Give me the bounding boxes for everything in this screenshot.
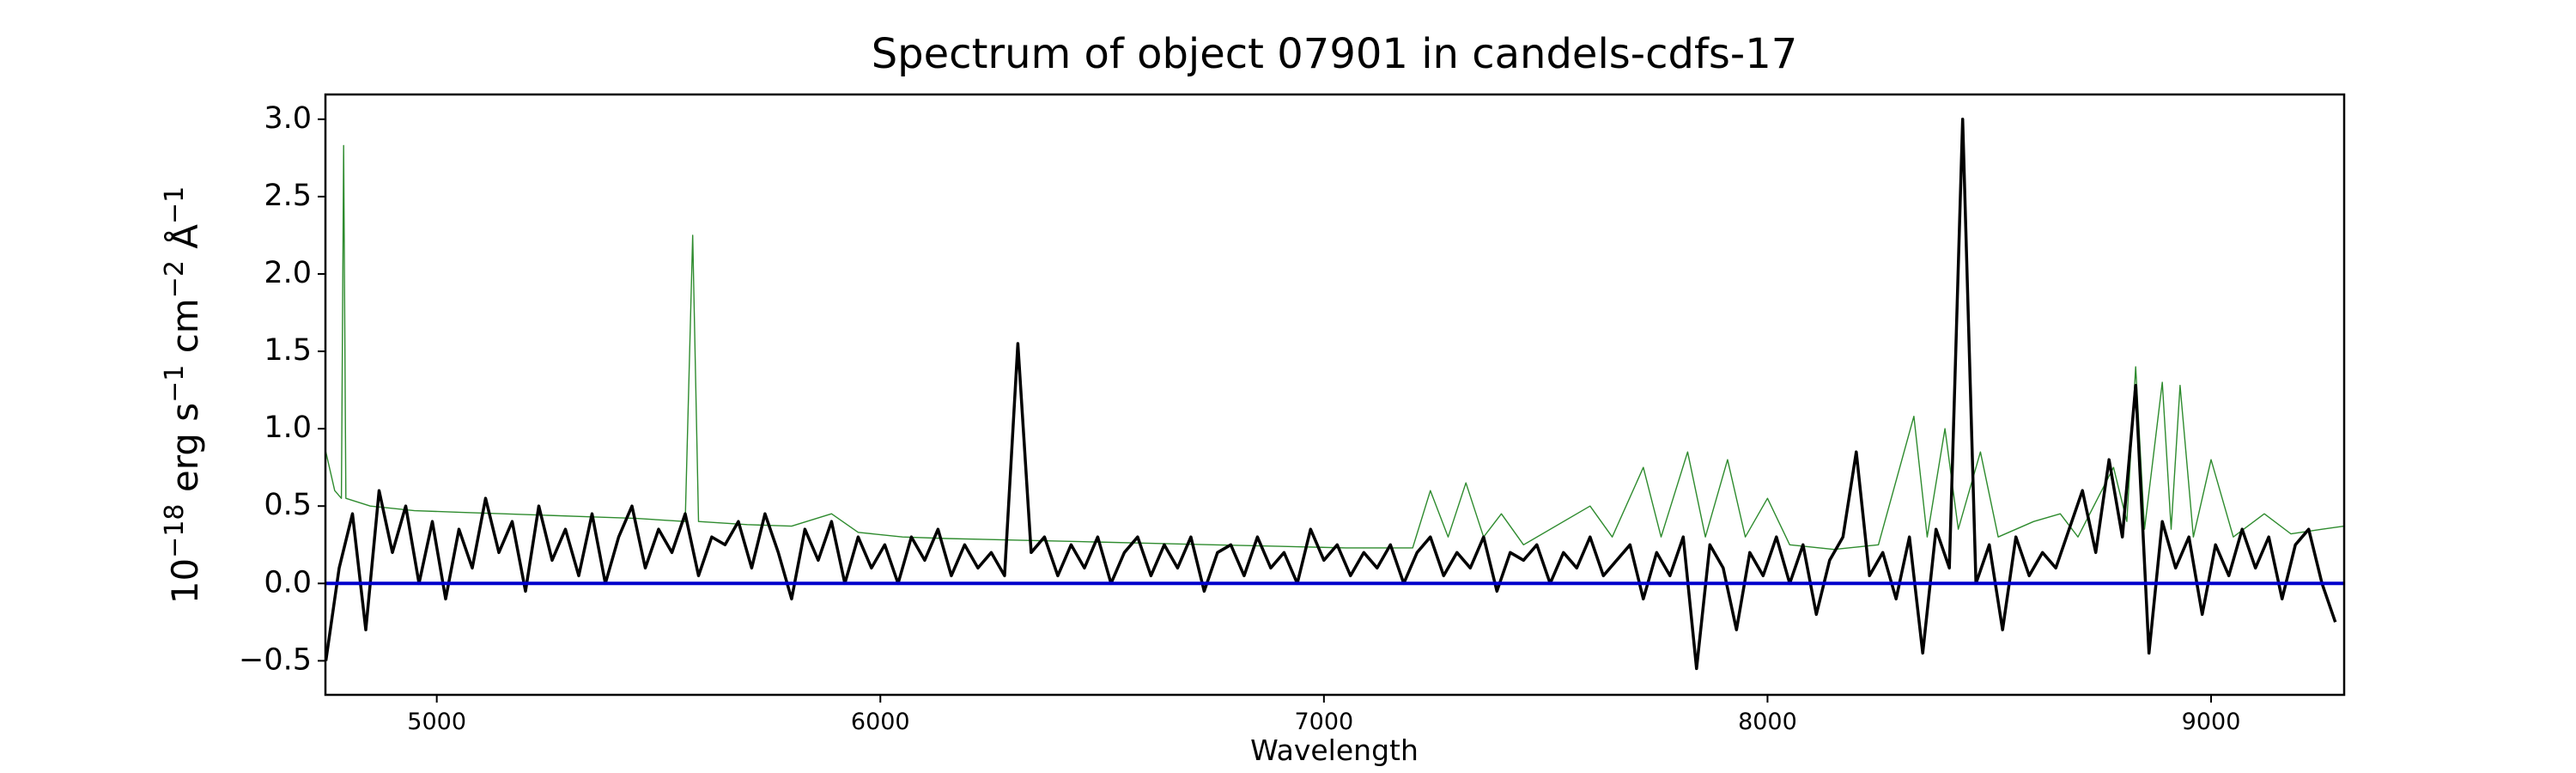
y-tick-label: −0.5 [239, 642, 312, 677]
y-tick-label: 0.0 [264, 565, 312, 600]
spectrum-line [325, 118, 2337, 671]
y-tick-label: 1.0 [264, 411, 312, 445]
y-label-text: Å [163, 224, 206, 260]
x-tick-label: 8000 [1738, 709, 1797, 735]
y-label-text: 10 [164, 558, 206, 604]
axes-frame [324, 93, 2346, 697]
y-tick-label: 2.5 [264, 179, 312, 213]
y-label-text: erg s [164, 403, 206, 504]
y-label-sup: −1 [160, 186, 190, 224]
y-axis-label: 10−18 erg s−1 cm−2 Å−1 [160, 186, 207, 605]
y-label-text: cm [164, 298, 206, 364]
y-label-sup: −1 [160, 365, 190, 403]
chart-title: Spectrum of object 07901 in candels-cdfs… [872, 30, 1798, 78]
x-tick-label: 9000 [2182, 709, 2241, 735]
plot-area [325, 118, 2344, 671]
y-label-sup: −2 [160, 260, 190, 298]
y-label-sup: −18 [160, 504, 190, 558]
x-tick-label: 6000 [851, 709, 910, 735]
x-tick-label: 5000 [407, 709, 466, 735]
y-tick-label: 1.5 [264, 333, 312, 368]
spectrum-line [325, 144, 2344, 551]
y-tick-label: 2.0 [264, 256, 312, 290]
y-tick-label: 3.0 [264, 101, 312, 136]
y-tick-label: 0.5 [264, 488, 312, 522]
x-tick-label: 7000 [1294, 709, 1353, 735]
x-axis-label: Wavelength [1250, 733, 1419, 767]
